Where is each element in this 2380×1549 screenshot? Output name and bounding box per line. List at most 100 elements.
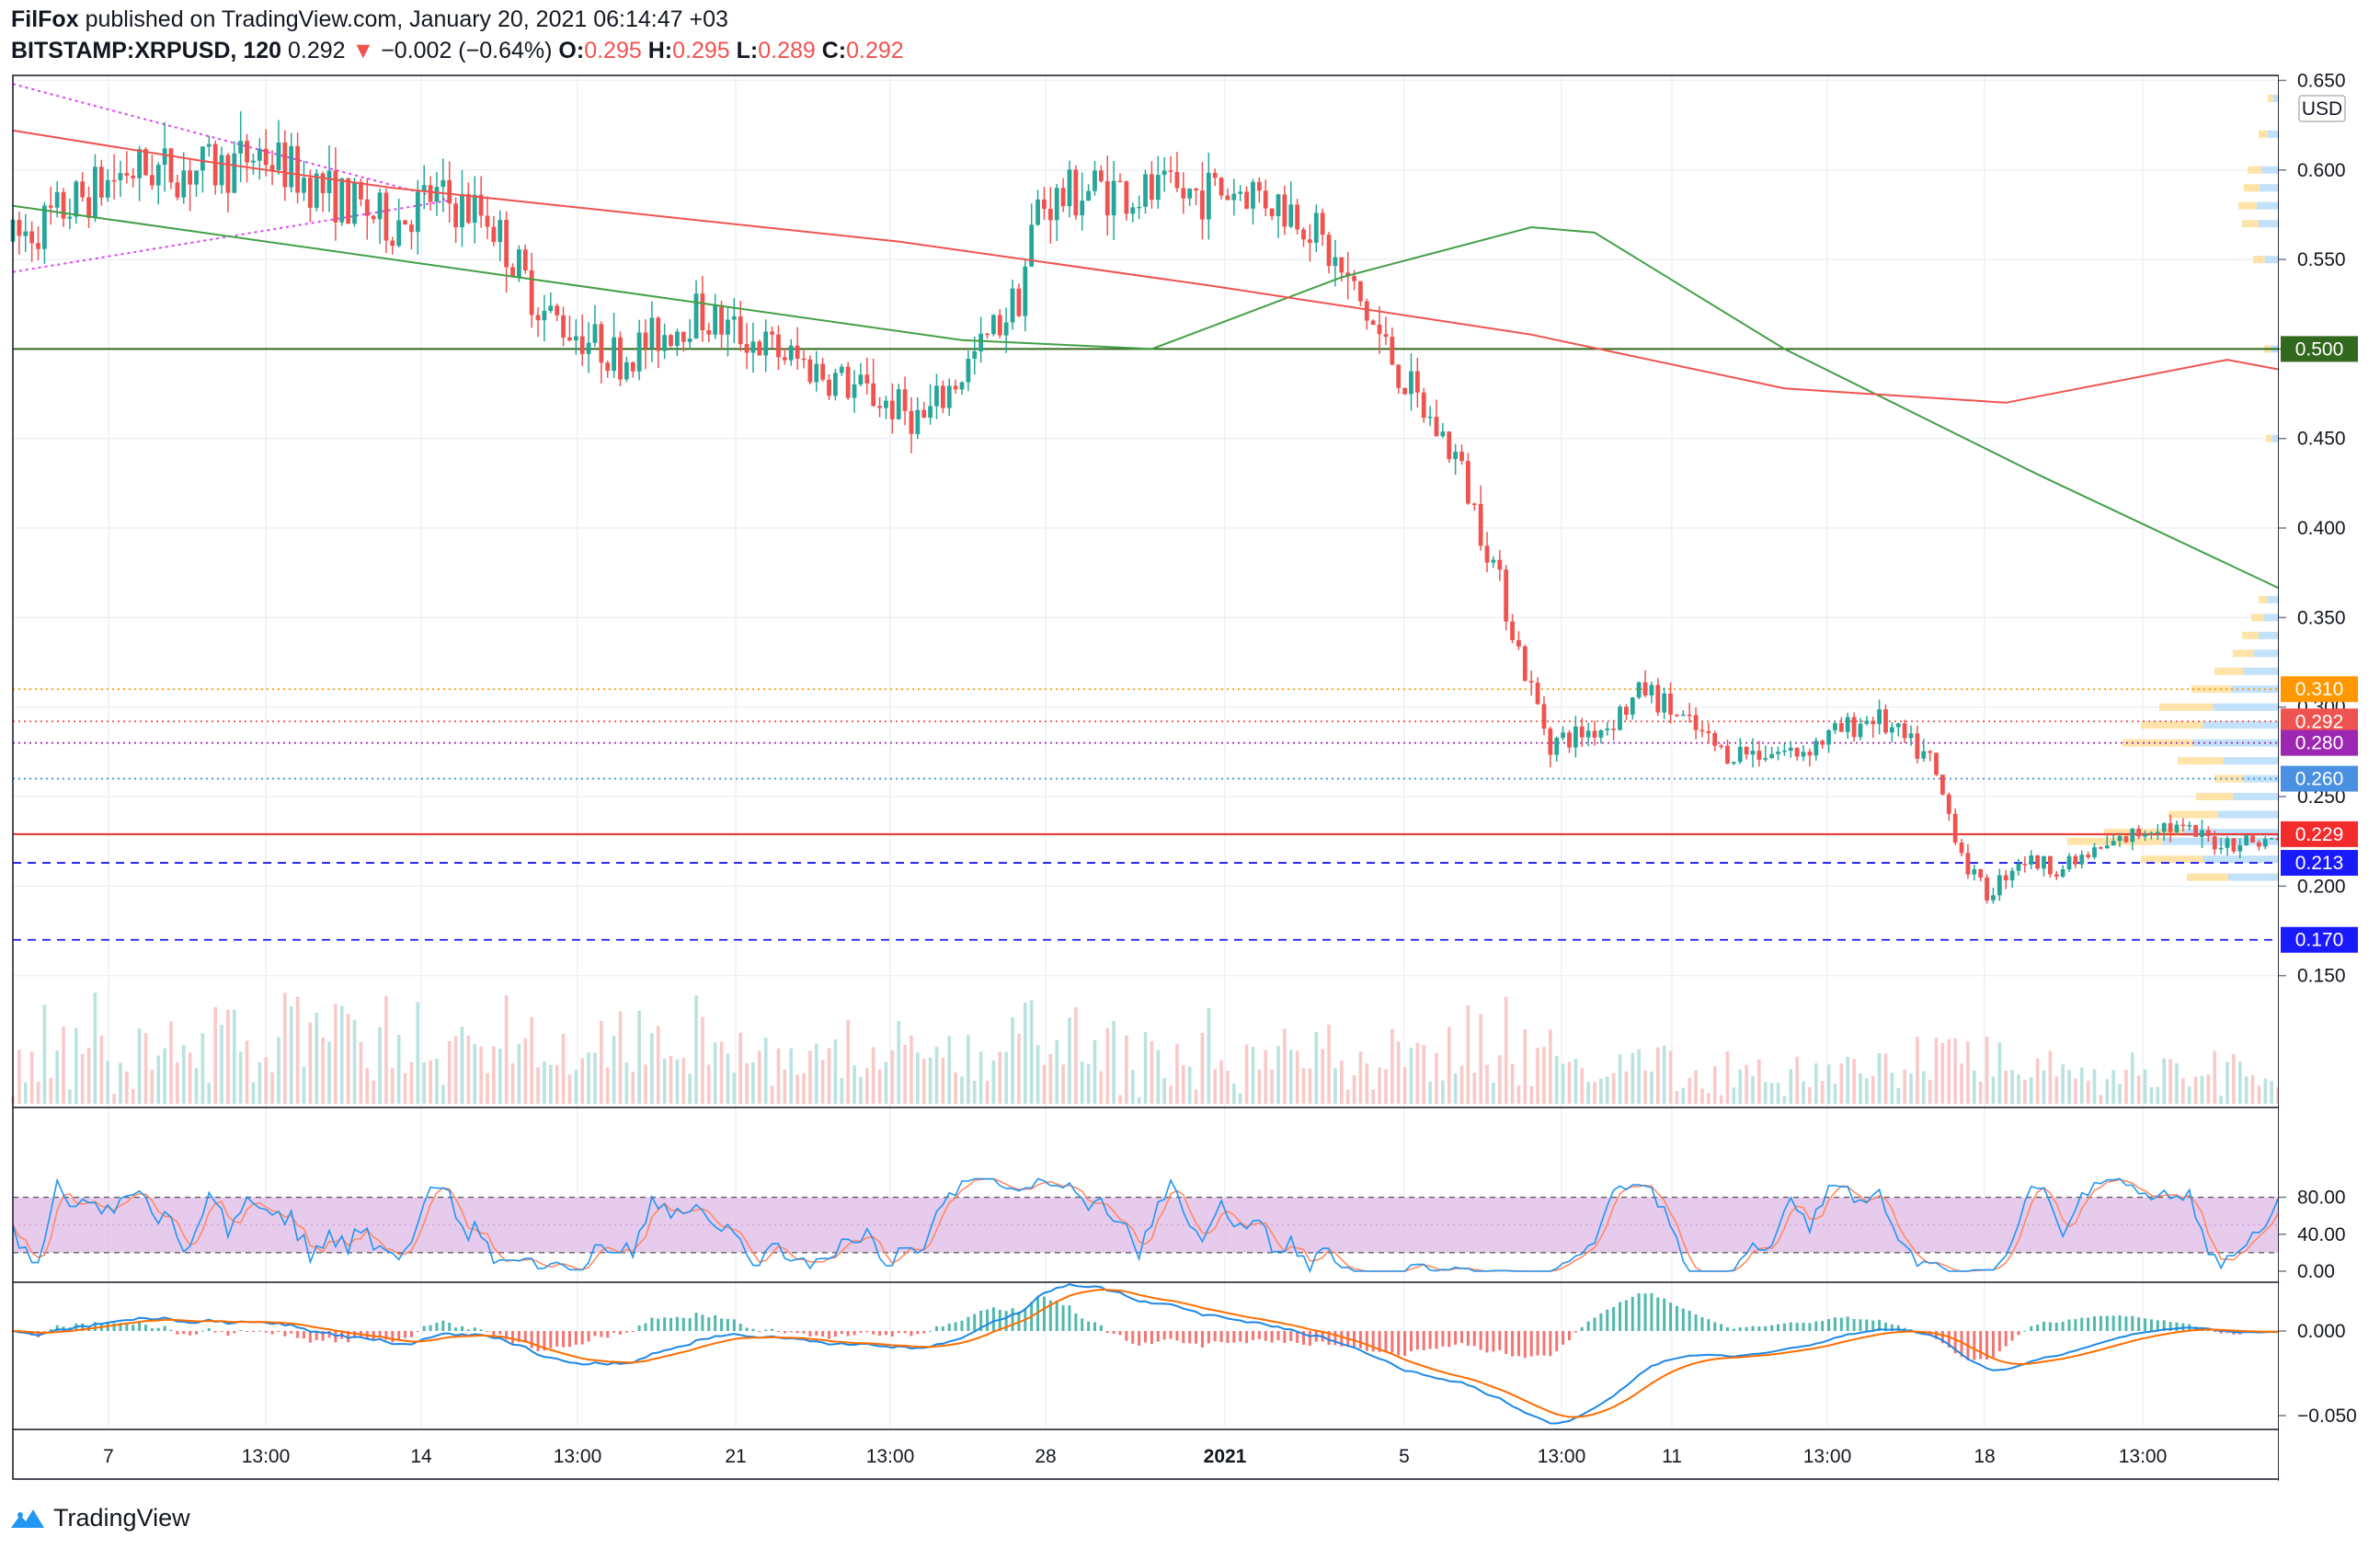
candle[interactable] <box>1554 736 1560 762</box>
candle[interactable] <box>314 168 319 212</box>
candle[interactable] <box>2225 836 2230 856</box>
candle[interactable] <box>934 373 939 419</box>
candle[interactable] <box>1434 399 1439 437</box>
candle[interactable] <box>592 304 598 348</box>
candle[interactable] <box>1251 178 1255 225</box>
candle[interactable] <box>1219 177 1224 200</box>
candle[interactable] <box>1573 716 1578 758</box>
trendline-0[interactable] <box>12 83 450 201</box>
candle[interactable] <box>98 159 104 206</box>
candle[interactable] <box>807 355 813 384</box>
candle[interactable] <box>219 146 224 194</box>
candle[interactable] <box>1675 714 1679 717</box>
candle[interactable] <box>2079 850 2085 869</box>
candle[interactable] <box>561 306 566 347</box>
candle[interactable] <box>959 381 965 396</box>
candle[interactable] <box>2205 826 2211 843</box>
candle[interactable] <box>460 169 464 247</box>
candle[interactable] <box>726 306 730 357</box>
candle[interactable] <box>2187 821 2192 831</box>
candle[interactable] <box>1649 681 1654 704</box>
candle[interactable] <box>1194 187 1198 206</box>
symbol-name[interactable]: BITSTAMP:XRPUSD, 120 <box>11 38 282 63</box>
candle[interactable] <box>1447 430 1452 464</box>
level-label-1[interactable]: 0.310 <box>2295 679 2344 700</box>
candle[interactable] <box>1187 188 1193 206</box>
candle[interactable] <box>188 159 193 212</box>
candle[interactable] <box>17 212 22 255</box>
candle[interactable] <box>1459 444 1464 465</box>
candle[interactable] <box>1731 761 1736 766</box>
candle[interactable] <box>706 322 712 342</box>
candle[interactable] <box>1833 720 1837 735</box>
candle[interactable] <box>2161 822 2167 841</box>
candle[interactable] <box>782 348 787 365</box>
level-label-0[interactable]: 0.500 <box>2295 338 2344 360</box>
candle[interactable] <box>377 188 383 245</box>
candle[interactable] <box>1921 739 1927 763</box>
candle[interactable] <box>212 140 218 195</box>
candle[interactable] <box>731 298 737 343</box>
currency-box[interactable] <box>2298 95 2346 122</box>
time-axis[interactable]: 7 13:00 14 13:00 21 13:00 28 2021 5 13:00 11 13:00 1… <box>103 1446 2167 1467</box>
candle[interactable] <box>1238 185 1243 201</box>
candle[interactable] <box>985 332 990 339</box>
candle[interactable] <box>763 319 769 373</box>
candle[interactable] <box>80 172 86 202</box>
candle[interactable] <box>1776 746 1780 761</box>
candle[interactable] <box>1073 165 1079 220</box>
candle[interactable] <box>421 165 427 210</box>
candle[interactable] <box>719 300 724 350</box>
candle[interactable] <box>1042 187 1047 221</box>
candle[interactable] <box>1985 874 1989 904</box>
candle[interactable] <box>801 350 807 369</box>
candle[interactable] <box>2275 835 2281 842</box>
candle[interactable] <box>118 160 123 198</box>
candle[interactable] <box>36 226 40 261</box>
candle[interactable] <box>833 368 838 401</box>
candle[interactable] <box>1845 712 1850 740</box>
candle[interactable] <box>579 314 585 366</box>
candle[interactable] <box>2060 865 2065 878</box>
candle[interactable] <box>852 370 857 413</box>
candle[interactable] <box>232 141 237 194</box>
candle[interactable] <box>1680 710 1686 717</box>
candle[interactable] <box>1282 185 1287 235</box>
candle[interactable] <box>1491 556 1496 568</box>
candle[interactable] <box>2244 834 2249 846</box>
candle[interactable] <box>42 201 47 264</box>
candle[interactable] <box>1326 232 1332 274</box>
candle[interactable] <box>909 396 914 453</box>
candle[interactable] <box>1864 716 1870 726</box>
trendlines[interactable] <box>12 83 450 273</box>
candle[interactable] <box>2073 854 2078 868</box>
candle[interactable] <box>2066 853 2072 872</box>
candle[interactable] <box>1624 704 1629 720</box>
candle[interactable] <box>966 350 971 392</box>
candle[interactable] <box>137 145 142 201</box>
candle[interactable] <box>681 331 686 352</box>
candle[interactable] <box>877 396 882 418</box>
candle[interactable] <box>307 169 313 223</box>
candle[interactable] <box>1320 208 1325 247</box>
candle[interactable] <box>1067 160 1072 218</box>
candle[interactable] <box>225 152 231 213</box>
candle[interactable] <box>662 323 668 360</box>
candle[interactable] <box>713 293 718 339</box>
candle[interactable] <box>396 198 402 247</box>
candle[interactable] <box>529 253 534 328</box>
candle[interactable] <box>1155 155 1161 209</box>
candle[interactable] <box>352 178 357 227</box>
candle[interactable] <box>693 280 699 339</box>
candle[interactable] <box>599 321 604 384</box>
time-tick-label-6[interactable]: 28 <box>1035 1446 1056 1467</box>
candle[interactable] <box>1308 224 1312 262</box>
candle[interactable] <box>1567 729 1572 753</box>
candle[interactable] <box>276 120 281 176</box>
candle[interactable] <box>1003 307 1009 353</box>
candle[interactable] <box>1561 726 1565 740</box>
candle[interactable] <box>1466 453 1470 505</box>
candle[interactable] <box>1782 743 1787 756</box>
candle[interactable] <box>162 121 167 192</box>
candle[interactable] <box>23 213 29 252</box>
